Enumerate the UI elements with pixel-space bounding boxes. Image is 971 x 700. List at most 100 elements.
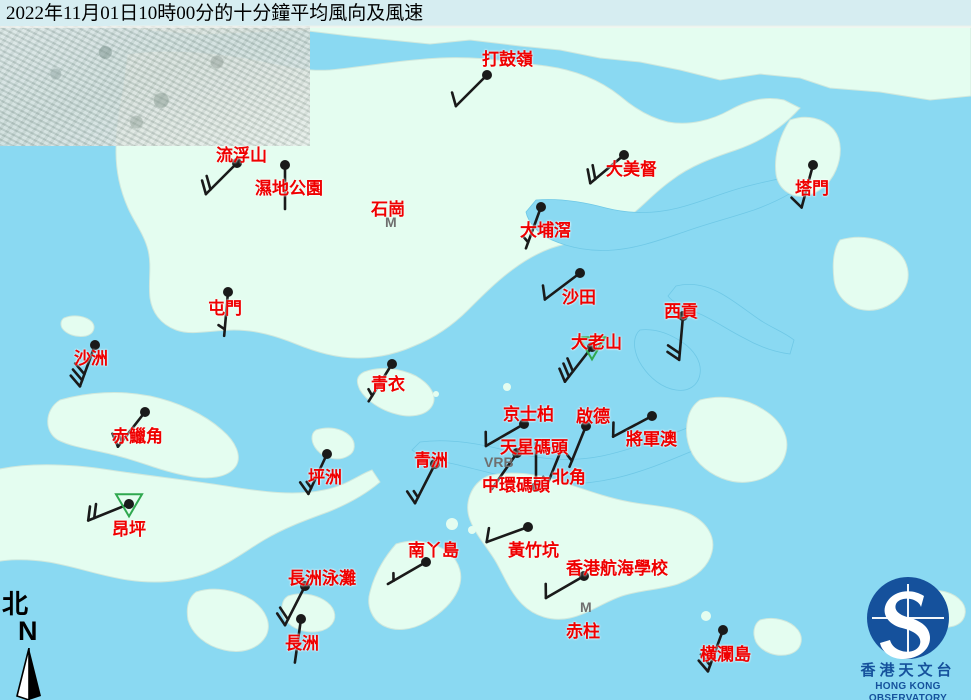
land-hong-kong-island [467,472,714,620]
barb-staff [485,525,530,544]
compass-needle-icon [16,648,41,700]
station-label: 啟德 [576,407,610,426]
station-label: 南丫島 [408,541,459,560]
station-label: 北角 [552,468,586,487]
station-label: 大美督 [606,160,657,179]
barb-flag [699,653,712,667]
station-marker-dot [280,160,290,170]
islet-d [433,391,439,397]
satellite-imagery-overlay [0,26,310,146]
station-marker-dot [223,287,233,297]
station-marker-dot [575,268,585,278]
station-label: 昂坪 [112,520,146,539]
barb-flag [205,174,212,191]
barb-flag [73,362,86,376]
land-lantau-island [0,464,381,583]
barb-staff [544,574,586,600]
station-status-flag: VRB [484,454,514,470]
land-peng-chau [311,427,355,460]
land-clearwater-bay [686,396,788,483]
sea-sai-kung-bay [667,284,795,355]
wind-station [450,70,492,108]
station-marker-dot [536,202,546,212]
wind-station [790,160,818,209]
barb-flag [701,647,714,661]
land-lamma-south [186,588,269,652]
land-po-toi [753,617,802,656]
station-marker-dot [557,443,567,453]
station-marker-dot [482,70,492,80]
station-label: 打鼓嶺 [482,50,533,69]
wind-station [544,571,589,600]
land-tsing-yi [356,368,435,417]
wind-station [485,522,533,544]
barb-flag [71,368,84,382]
barb-staff [800,163,815,209]
station-marker-dot [124,499,134,509]
station-marker-dot [523,522,533,532]
station-label: 西貢 [664,302,698,321]
wind-station [298,449,332,496]
hko-logo-english: HONG KONG OBSERVATORY [868,680,948,700]
compass-rose: 北 N [2,592,66,700]
station-label: 長洲泳灘 [288,569,356,588]
barb-flag [111,432,120,448]
barb-flag [298,481,310,496]
station-label: 大埔滘 [520,221,571,240]
station-label: 赤鱲角 [112,427,163,446]
wind-station [697,625,728,673]
station-label: 京士柏 [503,405,554,424]
barb-staff [454,73,489,108]
wind-station [280,160,290,211]
barb-flag [558,367,567,383]
barb-flag [565,453,574,463]
wind-station [200,158,242,196]
station-label: 青洲 [414,451,448,470]
station-label: 青衣 [371,375,405,394]
station-marker-dot [678,311,688,321]
station-status-flag: M [580,599,592,615]
station-marker-dot [300,581,310,591]
barb-flag [275,612,287,627]
hko-logo-chinese: 香港天文台 [860,663,956,679]
barb-flag [541,475,550,485]
land-tap-mun [775,116,841,197]
station-marker-dot [619,150,629,160]
compass-north-chinese: 北 [2,590,29,619]
wind-station [367,359,397,403]
station-marker-dot [579,571,589,581]
barb-flag [278,606,290,621]
station-label: 黃竹坑 [508,541,559,560]
wind-station [217,287,233,338]
barb-flag [666,344,682,355]
station-marker-dot [140,407,150,417]
wind-station [386,557,431,586]
station-label: 沙田 [562,288,596,307]
hko-logo: 香港天文台 HONG KONG OBSERVATORY [845,572,971,700]
islet-b [468,526,476,534]
barb-flag [541,284,547,301]
wind-station [111,407,150,448]
barb-flag [562,362,571,378]
station-marker-dot [421,557,431,567]
station-marker-dot [430,459,440,469]
station-marker-dot [587,342,597,352]
wind-station [586,150,629,185]
wind-station [541,268,585,301]
barb-flag [405,490,417,505]
wind-station [405,459,440,505]
barb-flag [305,480,313,490]
land-sha-chau [60,315,95,337]
station-marker-dot [808,160,818,170]
wind-station [531,441,541,492]
barb-flag [521,235,530,244]
barb-flag [697,659,710,673]
wind-station [69,340,100,388]
station-marker-dot [519,419,529,429]
wind-station [541,443,567,491]
barb-flag [586,168,592,185]
station-label: 將軍澳 [626,430,677,449]
hko-logo-mark-icon [858,574,958,662]
